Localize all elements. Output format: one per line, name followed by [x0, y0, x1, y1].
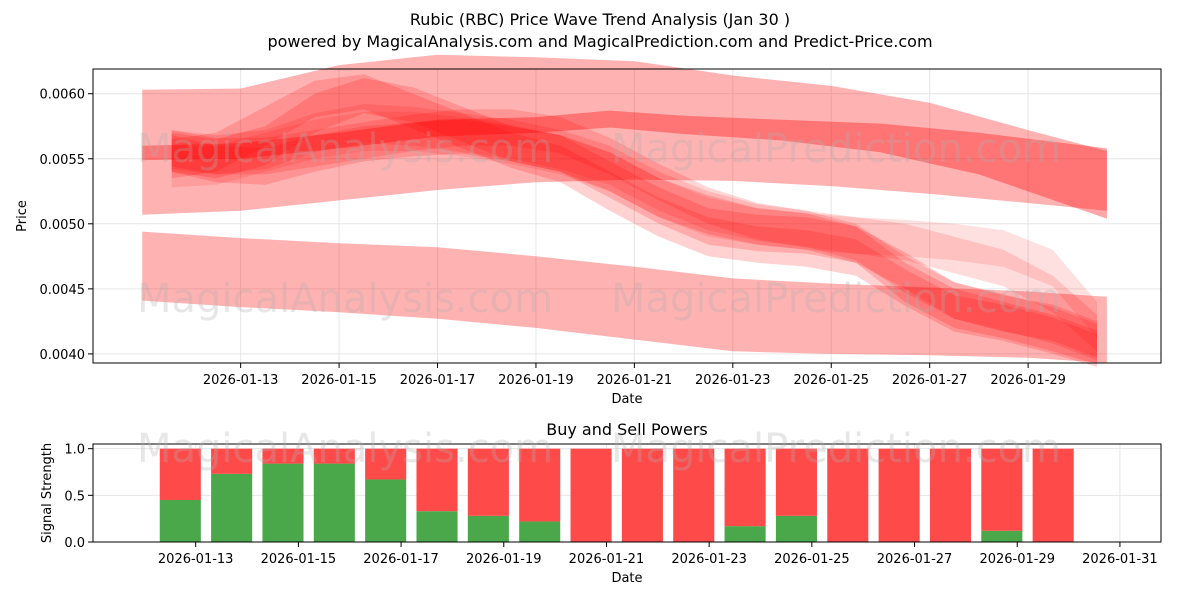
sell-power-bar — [416, 448, 458, 512]
signal-x-tick-label: 2026-01-17 — [363, 552, 439, 567]
buy-power-bar — [365, 479, 407, 542]
buy-power-bar — [416, 511, 458, 542]
signal-x-tick-label: 2026-01-13 — [158, 552, 234, 567]
price-x-ticks: 2026-01-13 2026-01-15 2026-01-17 2026-01-19… — [203, 363, 1066, 388]
price-x-axis-label: Date — [611, 392, 642, 407]
watermark-bottom-right: MagicalPrediction.com — [611, 276, 1061, 322]
price-y-tick-label: 0.0040 — [40, 348, 86, 363]
buy-power-bar — [467, 515, 509, 542]
price-x-tick-label: 2026-01-13 — [203, 373, 279, 388]
signal-x-tick-label: 2026-01-27 — [877, 552, 953, 567]
sell-power-bar — [878, 448, 920, 542]
buy-power-bar — [262, 463, 304, 542]
signal-x-tick-label: 2026-01-21 — [569, 552, 645, 567]
price-panel: 2026-01-13 2026-01-15 2026-01-17 2026-01-19… — [15, 54, 1162, 407]
signal-y-ticks: 0.0 0.5 1.0 — [64, 443, 93, 551]
price-x-tick-label: 2026-01-27 — [892, 373, 968, 388]
signal-x-tick-label: 2026-01-31 — [1082, 552, 1158, 567]
price-y-tick-label: 0.0060 — [40, 88, 86, 103]
sell-power-bar — [519, 448, 561, 522]
sell-power-bar — [1032, 448, 1074, 542]
wave-path-1 — [171, 78, 1097, 365]
figure-title-line1: Rubic (RBC) Price Wave Trend Analysis (J… — [410, 10, 790, 29]
signal-x-tick-label: 2026-01-15 — [261, 552, 337, 567]
figure-title-line2: powered by MagicalAnalysis.com and Magic… — [267, 32, 932, 51]
sell-power-bar — [929, 448, 972, 542]
sell-power-bar — [621, 448, 663, 542]
buy-power-bar — [519, 521, 561, 542]
signal-y-tick-label: 1.0 — [64, 443, 85, 458]
price-y-tick-label: 0.0050 — [40, 218, 86, 233]
sell-power-bar — [159, 448, 201, 500]
price-x-tick-label: 2026-01-23 — [695, 373, 771, 388]
sell-power-bar — [467, 448, 509, 516]
sell-power-bar — [775, 448, 817, 516]
signal-x-ticks: 2026-01-13 2026-01-15 2026-01-17 2026-01-19… — [158, 542, 1158, 567]
sell-power-bar — [724, 448, 766, 527]
signal-bars — [159, 448, 1074, 542]
signal-plot-frame — [92, 443, 1162, 543]
signal-x-tick-label: 2026-01-23 — [671, 552, 747, 567]
price-y-ticks: 0.0040 0.0045 0.0050 0.0055 0.0060 — [40, 88, 93, 363]
watermark-lower-right: MagicalPrediction.com — [611, 426, 1061, 472]
sell-power-bar — [262, 448, 304, 464]
buy-power-bar — [211, 473, 253, 542]
upper-dense-band — [142, 110, 1107, 219]
signal-panel-title: Buy and Sell Powers — [546, 420, 708, 439]
signal-panel: Buy and Sell Powers 2026-01-13 2026-01-15… — [40, 420, 1162, 586]
wave-path-4 — [171, 104, 1097, 352]
lower-wide-band — [142, 231, 1107, 363]
price-x-tick-label: 2026-01-29 — [990, 373, 1066, 388]
buy-power-bar — [724, 526, 766, 542]
signal-x-axis-label: Date — [611, 571, 642, 586]
signal-y-tick-label: 0.5 — [64, 489, 85, 504]
sell-power-bar — [570, 448, 612, 542]
price-plot-frame — [92, 68, 1162, 364]
price-gridlines — [93, 69, 1161, 363]
watermark-bottom-left: MagicalAnalysis.com — [137, 276, 553, 322]
price-x-tick-label: 2026-01-17 — [400, 373, 476, 388]
sell-power-bar — [365, 448, 407, 480]
signal-x-tick-label: 2026-01-25 — [774, 552, 850, 567]
buy-power-bar — [775, 515, 817, 542]
sell-power-bar — [313, 448, 355, 464]
sell-power-bar — [981, 448, 1023, 531]
watermarks: MagicalAnalysis.com MagicalPrediction.co… — [137, 126, 1061, 472]
signal-x-tick-label: 2026-01-19 — [466, 552, 542, 567]
price-bands — [142, 54, 1107, 367]
wave-path-5 — [171, 111, 1097, 339]
price-y-axis-label: Price — [15, 200, 30, 232]
watermark-top-left: MagicalAnalysis.com — [137, 126, 553, 172]
price-x-tick-label: 2026-01-25 — [793, 373, 869, 388]
price-y-tick-label: 0.0045 — [40, 283, 86, 298]
buy-power-bar — [981, 530, 1023, 542]
price-x-tick-label: 2026-01-21 — [597, 373, 673, 388]
signal-y-tick-label: 0.0 — [64, 536, 85, 551]
sell-power-bar — [673, 448, 715, 542]
watermark-top-right: MagicalPrediction.com — [611, 126, 1061, 172]
buy-power-bar — [313, 463, 355, 542]
signal-x-tick-label: 2026-01-29 — [979, 552, 1055, 567]
buy-power-bar — [159, 500, 201, 542]
price-y-tick-label: 0.0055 — [40, 153, 86, 168]
watermark-lower-left: MagicalAnalysis.com — [137, 426, 553, 472]
price-x-tick-label: 2026-01-19 — [498, 373, 574, 388]
sell-power-bar — [211, 448, 253, 474]
price-x-tick-label: 2026-01-15 — [301, 373, 377, 388]
wave-path-3 — [171, 74, 1097, 367]
sell-power-bar — [827, 448, 869, 542]
wave-path-6 — [171, 109, 1097, 361]
upper-wide-band — [142, 54, 1107, 215]
signal-y-axis-label: Signal Strength — [40, 443, 55, 543]
